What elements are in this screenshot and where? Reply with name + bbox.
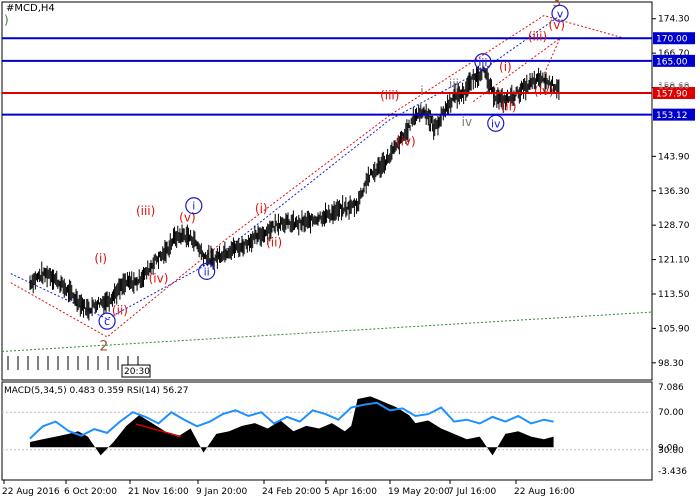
- y-tick-label: 98.30: [658, 359, 684, 369]
- macd-panel-frame: [1, 381, 653, 481]
- level-tag-bg: [653, 54, 695, 67]
- wave-label: (iv): [534, 84, 554, 98]
- wave-label: 2: [99, 339, 108, 355]
- timeframe-label: 20:30: [124, 367, 150, 377]
- x-tick-label: 22 Aug 16:00: [514, 487, 575, 497]
- wave-label: (ii): [501, 100, 517, 114]
- level-tag-bg: [653, 32, 695, 45]
- x-tick-label: 6 Oct 20:00: [64, 487, 117, 497]
- wave-label: iv: [462, 115, 472, 129]
- level-tag-label: 170.00: [656, 35, 688, 45]
- macd-tick-label: 9.00: [658, 443, 678, 453]
- wave-circle: [551, 4, 569, 22]
- macd-tick-label: 30.00: [658, 446, 684, 456]
- current-price-tag: 159.60: [658, 81, 690, 91]
- x-tick-label: 19 May 20:00: [388, 487, 450, 497]
- indicator-mark: ): [4, 13, 9, 27]
- level-tag-bg: [653, 108, 695, 121]
- timeframe-box: [121, 364, 151, 378]
- level-tag-label: 153.12: [656, 111, 688, 121]
- wave-label: ii: [428, 113, 435, 127]
- x-tick-label: 22 Aug 2016: [2, 487, 60, 497]
- wave-label: (ii): [266, 235, 282, 249]
- wave-circle-label: iii: [478, 56, 487, 69]
- wave-label: (i): [255, 202, 268, 216]
- y-tick-label: 174.30: [658, 15, 690, 25]
- wave-label: (i): [94, 251, 107, 265]
- wave-circle: [198, 262, 216, 280]
- y-tick-label: 105.90: [658, 324, 690, 334]
- wave-label: (ii): [112, 303, 128, 317]
- wave-circle-label: c: [104, 315, 110, 328]
- macd-tick-label: -3.436: [658, 467, 687, 477]
- wave-path-red: [10, 15, 625, 338]
- wave-circle: [185, 197, 203, 215]
- wave-circle-label: iv: [491, 117, 501, 130]
- x-tick-label: 21 Nov 16:00: [128, 487, 189, 497]
- x-tick-label: 24 Feb 20:00: [262, 487, 321, 497]
- wave-label: (iii): [136, 204, 155, 218]
- chart-symbol-title: #MCD,H4: [6, 3, 55, 14]
- rsi-line: [29, 401, 554, 440]
- y-tick-label: 128.70: [658, 221, 690, 231]
- wave-circle-label: v: [557, 7, 564, 20]
- macd-divergence-line: [135, 423, 182, 438]
- support-trendline: [1, 311, 653, 352]
- y-tick-label: 136.30: [658, 187, 690, 197]
- x-tick-label: 5 Apr 16:00: [324, 487, 377, 497]
- wave-circle-label: ii: [204, 265, 210, 278]
- macd-title: MACD(5,34,5) 0.483 0.359 RSI(14) 56.27: [4, 386, 189, 396]
- y-tick-label: 121.10: [658, 256, 690, 266]
- macd-histogram: [30, 396, 554, 456]
- wave-label: (iv): [396, 135, 416, 149]
- wave-circle: [98, 312, 116, 330]
- wave-circle-label: i: [192, 200, 195, 213]
- wave-circle: [487, 114, 505, 132]
- y-tick-label: 143.90: [658, 152, 690, 162]
- macd-tick-label: 7.086: [658, 383, 684, 393]
- wave-label: 3: [552, 0, 561, 11]
- wave-label: (iii): [528, 29, 547, 43]
- wave-label: iii: [449, 77, 459, 91]
- x-tick-label: 7 Jul 16:00: [448, 487, 497, 497]
- y-tick-label: 166.70: [658, 49, 690, 59]
- level-tag-label: 157.90: [656, 89, 688, 99]
- wave-circle: [474, 53, 492, 71]
- level-tag-label: 165.00: [656, 57, 688, 67]
- wave-wedge: [472, 36, 562, 102]
- wave-label: (iii): [380, 88, 399, 102]
- y-tick-label: 113.50: [658, 290, 690, 300]
- wave-label: (iv): [149, 272, 169, 286]
- x-tick-label: 9 Jan 20:00: [196, 487, 248, 497]
- level-tag-bg: [653, 86, 695, 99]
- wave-label: i: [420, 84, 423, 98]
- wave-label: (v): [179, 211, 195, 225]
- wave-label: (i): [499, 60, 512, 74]
- macd-tick-label: 70.00: [658, 408, 684, 418]
